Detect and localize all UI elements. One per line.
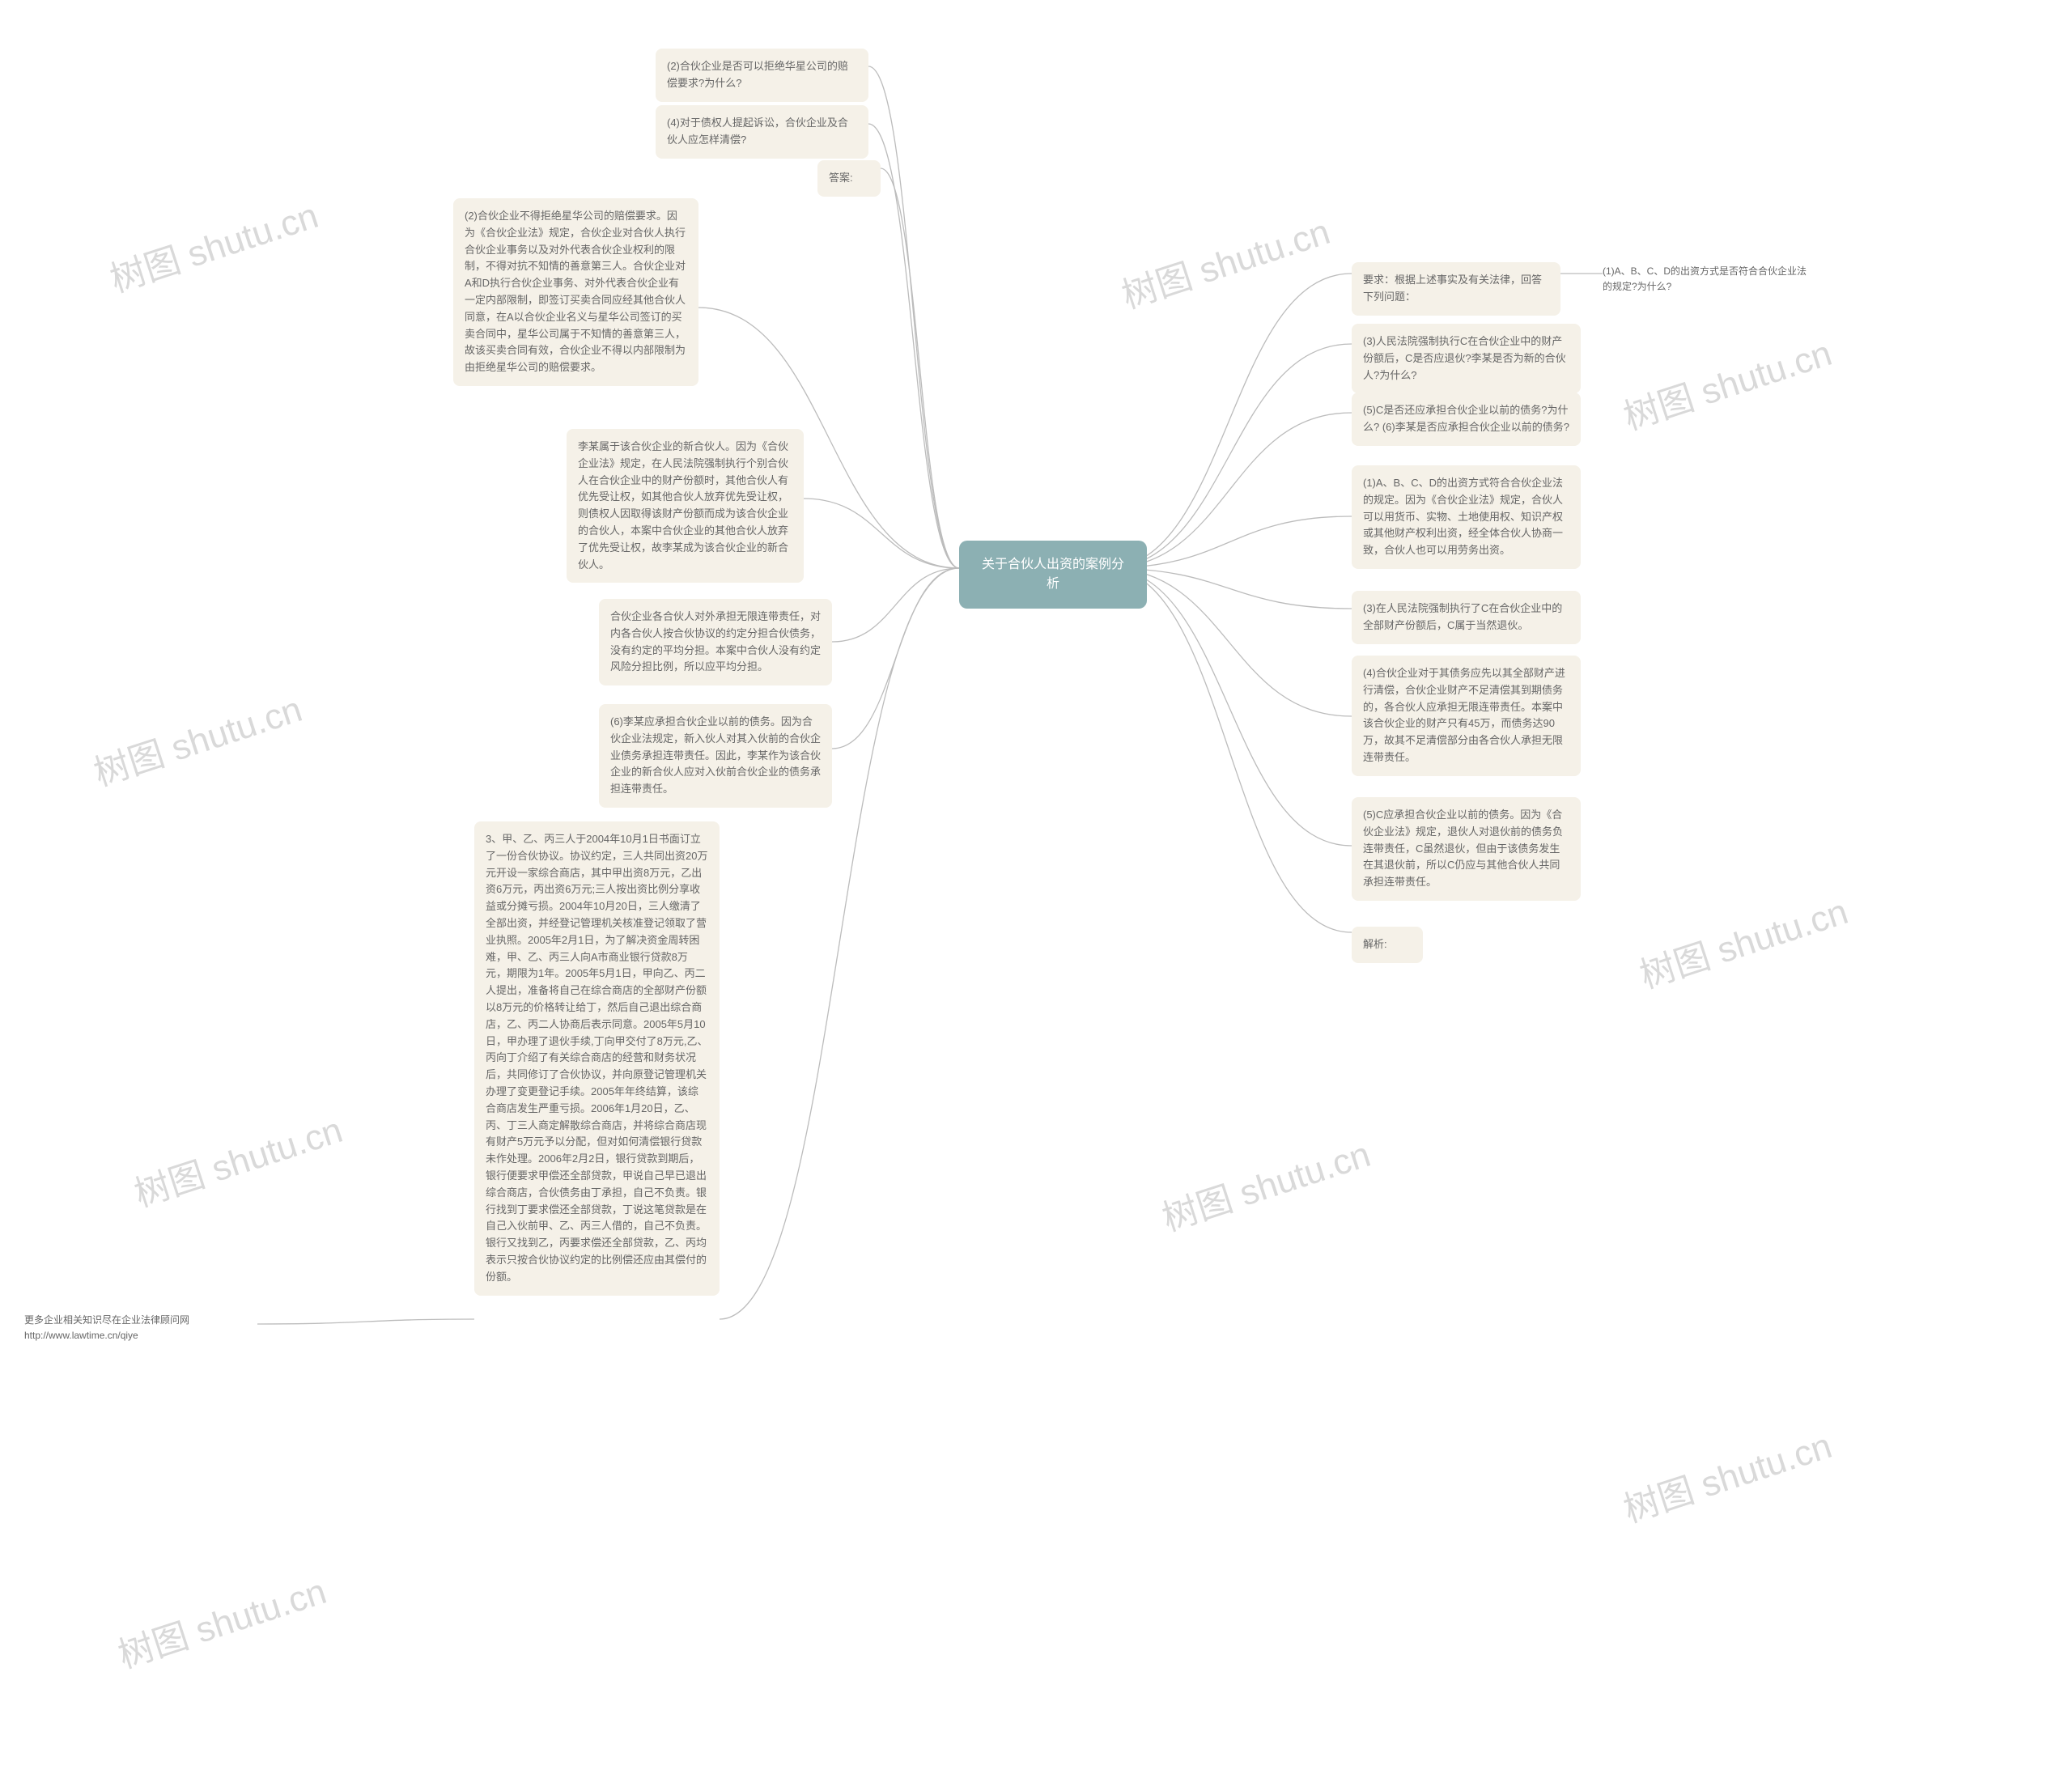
node-liandai: 合伙企业各合伙人对外承担无限连带责任，对内各合伙人按合伙协议的约定分担合伙债务，… <box>599 599 832 685</box>
watermark: 树图 shutu.cn <box>1616 1416 1837 1532</box>
node-q4: (4)对于债权人提起诉讼，合伙企业及合伙人应怎样清偿? <box>656 105 868 159</box>
watermark: 树图 shutu.cn <box>1633 882 1853 998</box>
watermark: 树图 shutu.cn <box>103 186 324 302</box>
watermark: 树图 shutu.cn <box>111 1562 332 1678</box>
node-q3: (3)人民法院强制执行C在合伙企业中的财产份额后，C是否应退伙?李某是否为新的合… <box>1352 324 1581 393</box>
watermark: 树图 shutu.cn <box>87 680 308 796</box>
node-a1: (1)A、B、C、D的出资方式符合合伙企业法的规定。因为《合伙企业法》规定，合伙… <box>1352 465 1581 569</box>
node-a2: (2)合伙企业不得拒绝星华公司的赔偿要求。因为《合伙企业法》规定，合伙企业对合伙… <box>453 198 698 386</box>
node-intro: 要求：根据上述事实及有关法律，回答下列问题： <box>1352 262 1560 316</box>
node-daan: 答案: <box>817 160 881 197</box>
node-q1: (1)A、B、C、D的出资方式是否符合合伙企业法的规定?为什么? <box>1603 264 1813 295</box>
watermark: 树图 shutu.cn <box>1616 324 1837 439</box>
node-a4: (4)合伙企业对于其债务应先以其全部财产进行清偿，合伙企业财产不足清偿其到期债务… <box>1352 656 1581 776</box>
watermark: 树图 shutu.cn <box>1155 1125 1376 1241</box>
node-jiexi: 解析: <box>1352 927 1423 963</box>
node-q2: (2)合伙企业是否可以拒绝华星公司的赔偿要求?为什么? <box>656 49 868 102</box>
node-a3: (3)在人民法院强制执行了C在合伙企业中的全部财产份额后，C属于当然退伙。 <box>1352 591 1581 644</box>
watermark: 树图 shutu.cn <box>1115 202 1335 318</box>
node-lixin: 李某属于该合伙企业的新合伙人。因为《合伙企业法》规定，在人民法院强制执行个别合伙… <box>567 429 804 583</box>
node-a6: (6)李某应承担合伙企业以前的债务。因为合伙企业法规定，新入伙人对其入伙前的合伙… <box>599 704 832 808</box>
node-q5: (5)C是否还应承担合伙企业以前的债务?为什么? (6)李某是否应承担合伙企业以… <box>1352 393 1581 446</box>
watermark: 树图 shutu.cn <box>127 1101 348 1216</box>
node-a5: (5)C应承担合伙企业以前的债务。因为《合伙企业法》规定，退伙人对退伙前的债务负… <box>1352 797 1581 901</box>
root-node: 关于合伙人出资的案例分析 <box>959 541 1147 609</box>
node-big-case: 3、甲、乙、丙三人于2004年10月1日书面订立了一份合伙协议。协议约定，三人共… <box>474 821 720 1296</box>
node-footer: 更多企业相关知识尽在企业法律顾问网http://www.lawtime.cn/q… <box>24 1313 235 1343</box>
